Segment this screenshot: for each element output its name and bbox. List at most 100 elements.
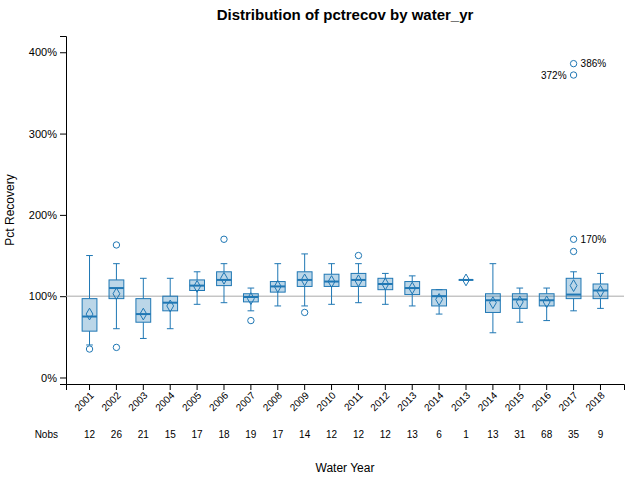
nobs-value: 13 <box>487 429 499 440</box>
nobs-value: 19 <box>245 429 257 440</box>
whisker-cap <box>221 302 228 303</box>
whisker <box>331 286 332 304</box>
mean-marker <box>382 278 389 290</box>
box <box>566 60 581 310</box>
whisker <box>573 272 574 279</box>
whisker <box>143 278 144 298</box>
y-tick-mark <box>60 377 66 378</box>
y-tick-mark <box>60 134 66 135</box>
box <box>459 274 474 286</box>
annotation: 372% <box>541 70 567 81</box>
x-tick-mark <box>439 384 440 390</box>
median <box>82 316 97 318</box>
whisker-cap <box>490 332 497 333</box>
mean-marker <box>140 308 147 320</box>
x-tick-mark <box>412 384 413 390</box>
mean-marker <box>301 274 308 286</box>
whisker-cap <box>274 263 281 264</box>
whisker-cap <box>86 255 93 256</box>
x-tick: 2016 <box>530 384 554 413</box>
x-tick-mark <box>223 384 224 390</box>
whisker-cap <box>382 273 389 274</box>
whisker-cap <box>355 302 362 303</box>
box-body <box>566 278 581 298</box>
x-axis-title: Water Year <box>316 461 375 475</box>
nobs-value: 21 <box>138 429 150 440</box>
y-tick-label: 200% <box>29 209 57 221</box>
x-tick: 2014 <box>422 384 446 413</box>
nobs-value: 6 <box>436 429 442 440</box>
nobs-value: 68 <box>541 429 553 440</box>
flier <box>301 309 307 315</box>
plot-marks <box>66 60 624 352</box>
whisker <box>412 295 413 306</box>
median <box>486 299 501 301</box>
x-tick-mark <box>331 384 332 390</box>
x-tick-mark <box>385 384 386 390</box>
nobs-value: 17 <box>192 429 204 440</box>
box <box>405 276 420 306</box>
flier <box>248 317 254 323</box>
mean-marker <box>194 281 201 293</box>
whisker <box>89 256 90 299</box>
y-axis-line <box>60 37 67 385</box>
box-body <box>432 290 447 306</box>
annotation: 386% <box>581 58 607 69</box>
x-tick-label: 2009 <box>288 389 312 413</box>
whisker-cap <box>409 275 416 276</box>
x-tick: 2017 <box>556 384 580 413</box>
x-tick-mark <box>546 384 547 390</box>
annotation: 170% <box>581 234 607 245</box>
median <box>297 279 312 281</box>
x-tick-label: 2005 <box>180 389 204 413</box>
whisker <box>143 322 144 338</box>
title: Distribution of pctrecov by water_yr <box>217 6 474 23</box>
y-tick-label: 400% <box>29 46 57 58</box>
x-tick: 2004 <box>153 384 177 413</box>
x-tick-mark <box>143 384 144 390</box>
x-tick-label: 2014 <box>422 389 446 413</box>
y-axis: 0% 100% 200% 300% 400% <box>29 37 67 385</box>
mean-marker <box>570 280 577 292</box>
whisker <box>116 264 117 280</box>
whisker <box>573 299 574 311</box>
whisker <box>223 264 224 272</box>
nobs-value: 12 <box>326 429 338 440</box>
x-tick-mark <box>170 384 171 390</box>
flier <box>113 242 119 248</box>
y-tick-label: 100% <box>29 290 57 302</box>
x-tick-mark <box>304 384 305 390</box>
box <box>109 242 124 351</box>
whisker <box>116 299 117 329</box>
nobs-value: 13 <box>407 429 419 440</box>
x-tick: 2011 <box>342 384 365 413</box>
x-tick-label: 2015 <box>503 389 527 413</box>
whisker-cap <box>543 288 550 289</box>
nobs-value: 14 <box>299 429 311 440</box>
x-tick-mark <box>250 384 251 390</box>
y-tick-label: 300% <box>29 128 57 140</box>
flier <box>113 344 119 350</box>
whisker <box>170 311 171 329</box>
whisker-cap <box>274 305 281 306</box>
y-tick: 0% <box>41 372 66 384</box>
x-tick: 2009 <box>288 384 312 413</box>
whisker-cap <box>543 320 550 321</box>
flier <box>570 72 576 78</box>
whisker-cap <box>167 278 174 279</box>
x-tick-label: 2012 <box>368 389 392 413</box>
x-tick-label: 2013 <box>395 389 419 413</box>
mean-marker <box>328 276 335 288</box>
box <box>378 273 393 304</box>
whisker-cap <box>301 305 308 306</box>
whisker <box>89 331 90 345</box>
box-body <box>405 282 420 295</box>
median <box>512 298 527 300</box>
box <box>243 288 258 324</box>
x-tick: 2005 <box>180 384 204 413</box>
whisker <box>412 276 413 282</box>
x-tick-mark <box>358 384 359 390</box>
x-tick: 2015 <box>503 384 527 413</box>
median <box>459 279 474 281</box>
median <box>136 313 151 315</box>
